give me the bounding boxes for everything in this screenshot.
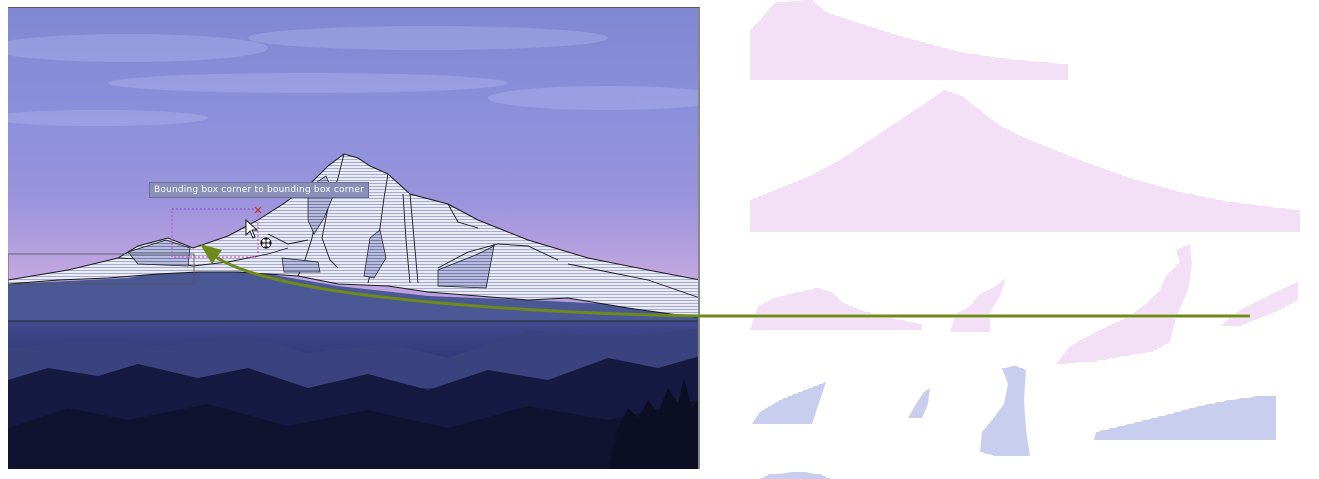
tree-silhouette-right	[608, 378, 698, 469]
segments-panel	[750, 0, 1300, 479]
segment-blue-5[interactable]	[760, 472, 830, 479]
connector-arrowhead-icon	[200, 244, 222, 264]
arrow-cursor-icon	[245, 218, 259, 239]
region-bounding-box[interactable]	[8, 253, 195, 285]
mountain-tracing[interactable]	[8, 153, 700, 319]
tooltip: Bounding box corner to bounding box corn…	[149, 182, 369, 198]
segment-blue-1[interactable]	[752, 382, 826, 424]
distant-hills	[8, 328, 698, 388]
contour-line-6	[437, 243, 559, 269]
contour-line-5	[409, 193, 419, 284]
contour-line-8	[447, 203, 479, 229]
foreground-ridge-region[interactable]	[8, 266, 700, 328]
image-canvas[interactable]	[8, 7, 700, 469]
resize-handle-icon[interactable]	[254, 206, 262, 214]
forest-trees	[8, 356, 698, 469]
segment-mountain[interactable]	[750, 90, 1300, 232]
shaded-patch-5	[127, 239, 191, 267]
contour-line-9	[567, 263, 698, 298]
connector-arrow	[213, 254, 1250, 318]
contour-line-11	[267, 233, 309, 245]
segment-blue-3[interactable]	[980, 366, 1030, 456]
shaded-patch-2	[363, 229, 387, 279]
segment-ridge-mid[interactable]	[950, 278, 1006, 332]
selection-overlay	[171, 206, 272, 258]
shaded-patch-3	[437, 245, 495, 289]
segment-ridge-left[interactable]	[750, 288, 922, 330]
segment-sky-strip[interactable]	[750, 0, 1068, 80]
contour-line-4	[402, 193, 411, 284]
move-handle-icon[interactable]	[260, 237, 272, 249]
segment-blue-2[interactable]	[908, 388, 930, 418]
cloud-streaks	[8, 26, 698, 126]
contour-line-2	[321, 153, 345, 269]
shaded-patch-4	[281, 257, 321, 273]
segment-blue-4[interactable]	[1094, 396, 1276, 440]
segment-ridge-glacier[interactable]	[1056, 244, 1192, 364]
